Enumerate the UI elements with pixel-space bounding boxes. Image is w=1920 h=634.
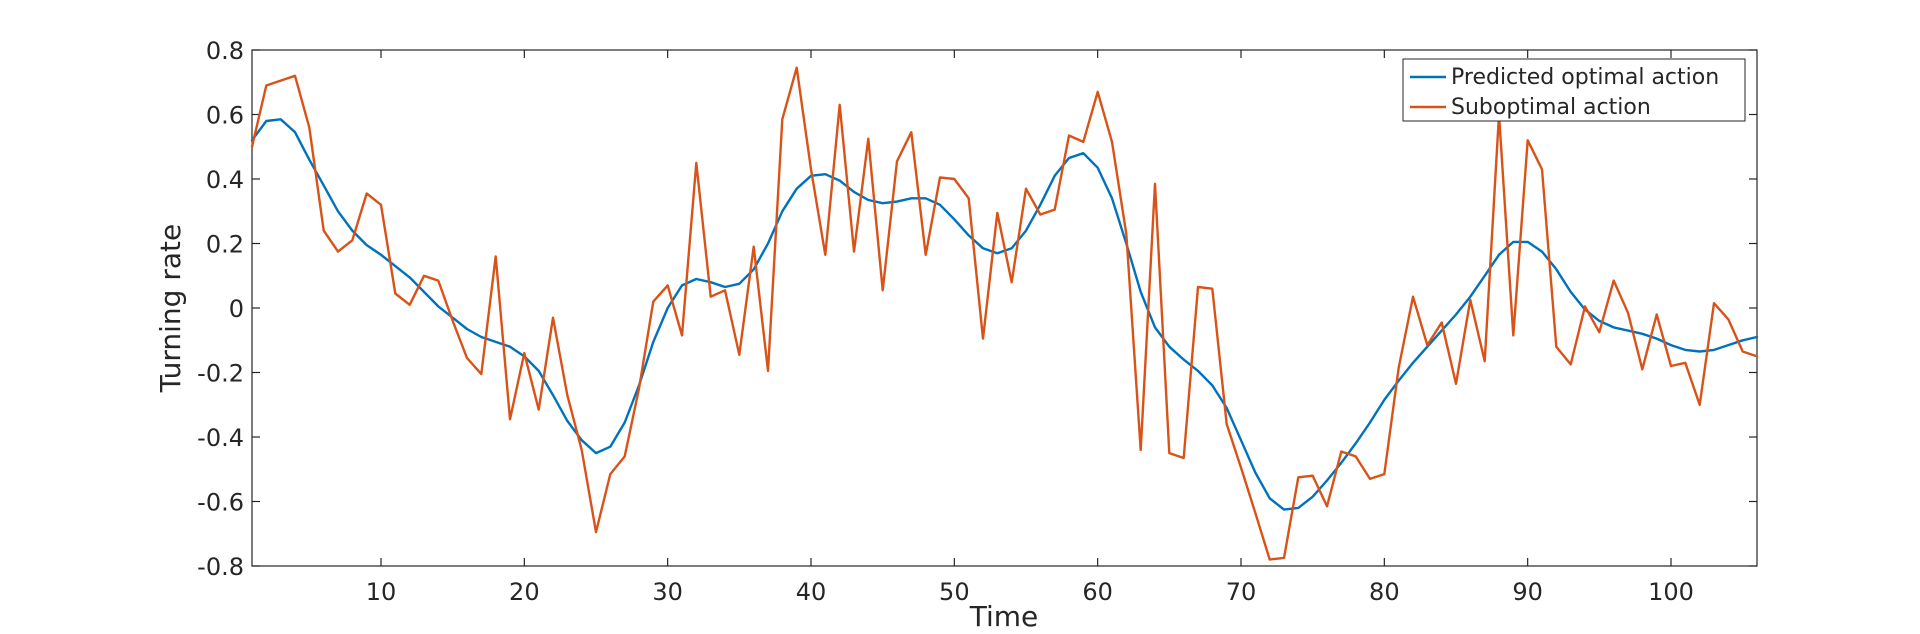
x-tick-label: 30 [652, 578, 683, 606]
y-tick-label: -0.6 [197, 489, 244, 517]
y-tick-label: 0.2 [206, 231, 244, 259]
legend-label-suboptimal: Suboptimal action [1451, 95, 1651, 120]
x-tick-label: 10 [366, 578, 397, 606]
legend-label-predicted: Predicted optimal action [1451, 65, 1719, 90]
x-tick-label: 70 [1226, 578, 1257, 606]
y-tick-label: 0.8 [206, 37, 244, 65]
y-tick-label: -0.4 [197, 424, 244, 452]
legend: Predicted optimal action Suboptimal acti… [1402, 58, 1746, 122]
plot-area [251, 49, 1758, 567]
x-tick-label: 40 [796, 578, 827, 606]
x-tick-label: 50 [939, 578, 970, 606]
axis-ticks: 10 20 30 40 50 60 70 80 90 100 -0.8 -0.6 -0.4 -0.2 0 0.… [197, 37, 1757, 606]
x-axis-label: Time [969, 600, 1039, 633]
y-tick-label: 0 [229, 295, 244, 323]
y-tick-label: -0.2 [197, 360, 244, 388]
x-tick-label: 60 [1082, 578, 1113, 606]
y-tick-label: 0.4 [206, 166, 244, 194]
x-tick-label: 20 [509, 578, 540, 606]
series-line-suboptimal [250, 66, 1759, 561]
y-tick-label: -0.8 [197, 553, 244, 581]
legend-box [1402, 58, 1746, 122]
y-tick-label: 0.6 [206, 102, 244, 130]
x-tick-label: 80 [1369, 578, 1400, 606]
y-axis-label: Turning rate [154, 224, 187, 393]
series-layer [250, 66, 1759, 561]
x-tick-label: 100 [1648, 578, 1694, 606]
x-tick-label: 90 [1512, 578, 1543, 606]
